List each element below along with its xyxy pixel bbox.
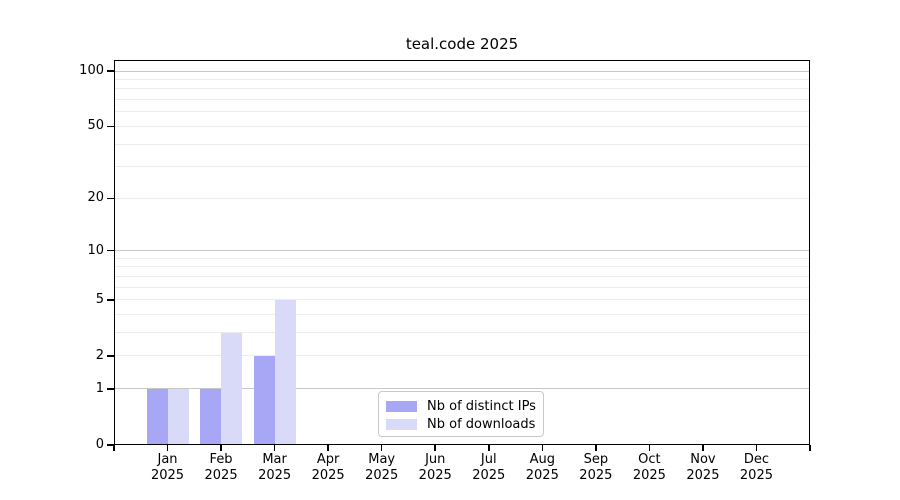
x-axis-month-label-aug: Aug 2025	[525, 452, 559, 483]
gridline-9	[114, 257, 810, 259]
x-axis-tick-9	[595, 445, 597, 451]
gridline-6	[114, 286, 810, 288]
gridline-10	[114, 250, 810, 252]
x-axis-tick-6	[434, 445, 436, 451]
x-axis-month-label-jul: Jul 2025	[472, 452, 506, 483]
gridline-3	[114, 332, 810, 334]
legend-item-distinct-ips: Nb of distinct IPs	[379, 397, 543, 415]
y-axis-tick-100	[107, 70, 114, 72]
x-axis-tick-0	[113, 445, 115, 451]
x-axis-month-label-oct: Oct 2025	[632, 452, 666, 483]
y-axis-tick-label-0: 0	[95, 437, 104, 452]
gridline-30	[114, 166, 810, 168]
y-axis-tick-label-20: 20	[87, 190, 104, 206]
gridline-40	[114, 143, 810, 145]
x-axis-tick-12	[755, 445, 758, 451]
gridline-50	[114, 125, 810, 127]
y-axis-tick-50	[107, 125, 114, 128]
bar-downloads-feb	[221, 332, 243, 445]
x-axis-month-label-jun: Jun 2025	[418, 452, 452, 483]
legend: Nb of distinct IPs Nb of downloads	[378, 391, 544, 437]
gridline-90	[114, 78, 810, 80]
gridline-20	[114, 197, 810, 199]
y-axis-tick-label-1: 1	[95, 380, 104, 396]
x-axis-month-label-mar: Mar 2025	[258, 452, 292, 483]
y-axis-tick-0	[107, 444, 114, 446]
y-axis-tick-label-5: 5	[95, 291, 104, 307]
x-axis-month-label-may: May 2025	[365, 452, 399, 483]
legend-label-distinct-ips: Nb of distinct IPs	[427, 398, 536, 414]
x-axis-tick-8	[541, 445, 544, 451]
x-axis-tick-11	[702, 445, 704, 451]
legend-swatch-downloads	[386, 418, 417, 430]
x-axis-tick-5	[380, 445, 383, 451]
x-axis-month-label-nov: Nov 2025	[686, 452, 720, 483]
bar-distinct-ips-feb	[200, 388, 222, 445]
legend-label-downloads: Nb of downloads	[427, 416, 536, 432]
legend-item-downloads: Nb of downloads	[379, 415, 543, 433]
gridline-7	[114, 275, 810, 277]
y-axis-tick-2	[107, 355, 114, 357]
bar-distinct-ips-jan	[146, 388, 168, 445]
x-axis-tick-13	[809, 445, 811, 451]
gridline-1	[114, 388, 810, 390]
y-axis-tick-label-100: 100	[79, 63, 104, 78]
x-axis-tick-4	[327, 445, 329, 451]
gridline-5	[114, 299, 810, 301]
x-axis-month-label-jan: Jan 2025	[150, 452, 185, 483]
plot-area	[114, 60, 810, 445]
gridline-8	[114, 266, 810, 268]
x-axis-tick-3	[273, 445, 276, 451]
x-axis-month-label-apr: Apr 2025	[311, 452, 345, 483]
x-axis-tick-10	[648, 445, 651, 451]
y-axis-tick-label-2: 2	[95, 347, 104, 363]
gridline-2	[114, 355, 810, 357]
x-axis-tick-1	[166, 445, 169, 451]
x-axis-month-label-dec: Dec 2025	[739, 452, 773, 483]
gridline-70	[114, 99, 810, 101]
gridline-60	[114, 111, 810, 113]
chart-title: teal.code 2025	[405, 35, 519, 53]
legend-swatch-distinct-ips	[386, 400, 417, 412]
y-axis-tick-20	[107, 197, 114, 200]
bar-downloads-jan	[167, 388, 189, 445]
x-axis-tick-2	[220, 445, 222, 451]
y-axis-tick-label-50: 50	[87, 118, 104, 134]
x-axis-month-label-feb: Feb 2025	[204, 452, 238, 483]
y-axis-tick-label-10: 10	[87, 242, 104, 258]
gridline-80	[114, 88, 810, 90]
bar-downloads-mar	[274, 299, 296, 445]
x-axis-tick-7	[488, 445, 490, 451]
y-axis-tick-5	[107, 299, 114, 301]
x-axis-month-label-sep: Sep 2025	[579, 452, 613, 483]
bar-distinct-ips-mar	[253, 355, 275, 445]
gridline-100	[114, 70, 810, 72]
gridline-4	[114, 314, 810, 316]
y-axis-tick-1	[107, 388, 114, 390]
y-axis-tick-10	[107, 249, 114, 252]
